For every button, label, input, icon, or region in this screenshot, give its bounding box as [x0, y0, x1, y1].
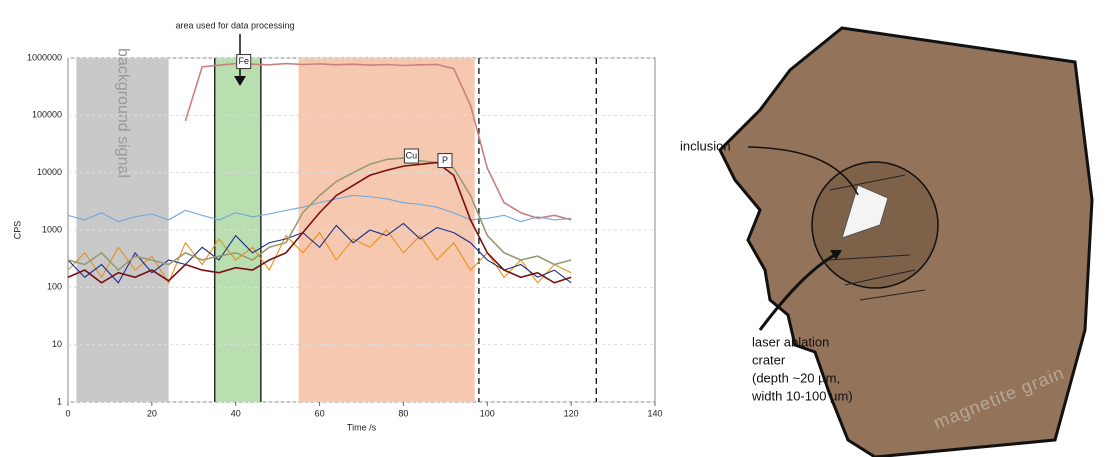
series-label: P	[442, 155, 448, 165]
x-axis-label: Time /s	[347, 422, 377, 432]
arrow	[758, 250, 841, 331]
series-label: Fe	[238, 56, 249, 66]
inclusion-shape	[841, 184, 889, 239]
y-tick-label: 100	[47, 282, 62, 292]
label: width 10-100 µm)	[751, 388, 853, 403]
chart: background signal11010010001000010000010…	[12, 20, 662, 432]
crater-wall	[827, 174, 926, 301]
x-tick-label: 100	[480, 408, 495, 418]
series-line	[67, 157, 572, 272]
series-label-box	[403, 148, 419, 164]
x-tick-label: 20	[147, 408, 157, 418]
y-tick-label: 10	[52, 339, 62, 349]
x-tick-label: 140	[647, 408, 662, 418]
series-line	[67, 222, 572, 284]
label: crater	[752, 352, 786, 367]
series-label-box	[437, 153, 453, 169]
arrowhead	[830, 250, 842, 260]
x-tick-label: 0	[65, 408, 70, 418]
y-tick-label: 1	[57, 396, 62, 406]
y-tick-label: 1000000	[27, 52, 62, 62]
label: (depth ~20 µm,	[752, 370, 840, 385]
x-tick-label: 120	[564, 408, 579, 418]
series-line	[67, 161, 572, 284]
arrow	[747, 146, 859, 196]
y-axis-label: CPS	[12, 221, 22, 240]
label: inclusion	[680, 138, 731, 153]
x-tick-label: 60	[315, 408, 325, 418]
y-tick-label: 100000	[32, 110, 62, 120]
x-tick-label: 80	[398, 408, 408, 418]
label: laser ablation	[752, 334, 829, 349]
region-label: background signal	[114, 48, 131, 178]
series-label: Cu	[406, 150, 418, 160]
x-tick-label: 40	[231, 408, 241, 418]
annotation-arrowhead	[234, 76, 246, 86]
annotation: area used for data processing	[175, 20, 294, 30]
diagram: inclusion laser ablation crater (depth ~…	[680, 26, 1094, 457]
y-tick-label: 1000	[42, 224, 62, 234]
series-line	[67, 194, 572, 223]
y-tick-label: 10000	[37, 167, 62, 177]
series-label-box	[236, 54, 252, 70]
